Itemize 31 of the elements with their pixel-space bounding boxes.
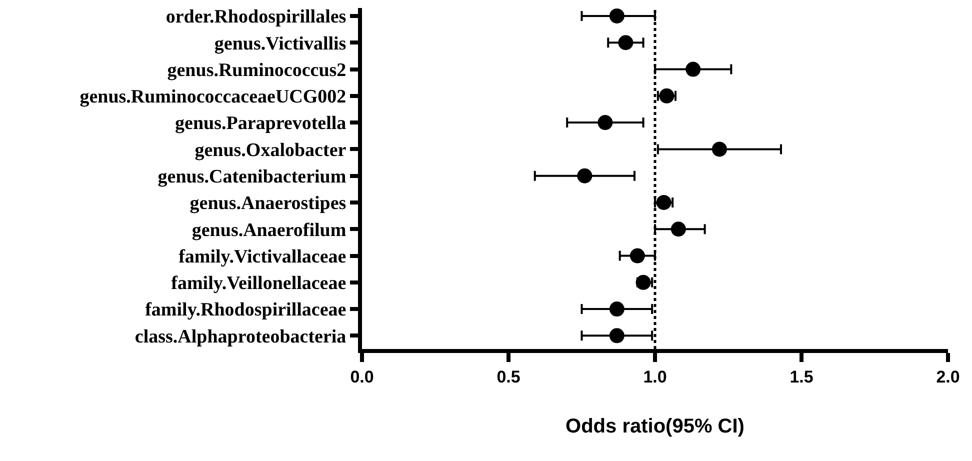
- y-tick-label: order.Rhodospirillales: [166, 6, 346, 28]
- y-tick-label: genus.Anaerofilum: [192, 220, 346, 241]
- point: [659, 88, 674, 104]
- y-tick-label: family.Veillonellaceae: [171, 273, 346, 294]
- point: [609, 328, 624, 344]
- x-tick-label: 2.0: [936, 367, 960, 386]
- y-tick-label: genus.Ruminococcus2: [167, 60, 346, 81]
- point: [618, 35, 634, 50]
- x-tick-label: 0.0: [350, 367, 374, 386]
- y-tick-label: class.Alphaproteobacteria: [134, 326, 347, 348]
- y-tick-label: genus.Catenibacterium: [158, 166, 346, 188]
- x-axis-title: Odds ratio(95% CI): [566, 415, 744, 438]
- y-tick-label: family.Rhodospirillaceae: [145, 300, 346, 321]
- x-tick-label: 1.0: [643, 367, 667, 386]
- point: [656, 194, 672, 210]
- y-tick-label: genus.Paraprevotella: [175, 113, 347, 134]
- y-tick-label: genus.RuminococcaceaeUCG002: [80, 86, 346, 108]
- y-tick-label: genus.Anaerostipes: [190, 193, 346, 214]
- y-tick-label: genus.Victivallis: [214, 33, 346, 54]
- x-tick-label: 1.5: [790, 367, 814, 386]
- point: [630, 248, 645, 264]
- x-tick-label: 0.5: [496, 367, 520, 386]
- point: [686, 62, 701, 77]
- y-tick-label: family.Victivallaceae: [178, 246, 346, 268]
- point: [577, 168, 592, 184]
- point: [598, 115, 613, 130]
- point: [670, 222, 686, 237]
- point: [609, 8, 624, 24]
- point: [609, 302, 624, 317]
- y-tick-label: genus.Oxalobacter: [194, 140, 347, 161]
- point: [712, 142, 727, 157]
